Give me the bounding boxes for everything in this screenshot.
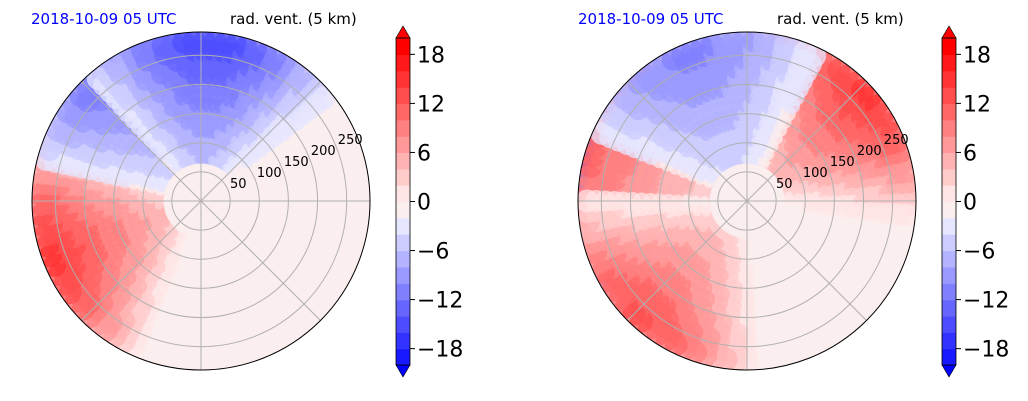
grid-spoke: [746, 200, 867, 321]
colorbar-bin: [396, 315, 410, 333]
field-cell: [792, 200, 804, 211]
colorbar-tick-label: 18: [417, 43, 445, 68]
colorbar-tick-label: 12: [417, 92, 445, 117]
colorbar-tick-label: 0: [417, 191, 431, 216]
colorbar-bin: [396, 299, 410, 317]
radial-tick-label: 200: [857, 144, 882, 159]
polar-grid: [578, 32, 916, 370]
colorbar: 18 12 6 0 −6 −12 −18: [941, 25, 1009, 378]
colorbar-tick-label: 6: [963, 141, 977, 166]
colorbar-tick-label: 0: [963, 191, 977, 216]
colorbar-extend-min: [395, 364, 411, 378]
grid-spoke: [81, 200, 202, 321]
colorbar-bin: [942, 152, 956, 170]
colorbar-bin: [396, 38, 410, 55]
field-cell: [803, 44, 827, 68]
colorbar-bin: [942, 299, 956, 317]
colorbar-bin: [942, 119, 956, 137]
grid-spoke: [200, 81, 321, 202]
polar-field: [578, 32, 916, 370]
colorbar-tick-label: −6: [417, 240, 449, 265]
colorbar-bin: [396, 332, 410, 350]
colorbar-bin: [942, 136, 956, 153]
radial-tick-label: 250: [338, 133, 363, 148]
colorbar-bin: [942, 54, 956, 72]
grid-spoke: [627, 81, 748, 202]
colorbar-bin: [942, 185, 956, 203]
field-cell: [784, 199, 795, 210]
field-cell: [312, 86, 335, 110]
radial-tick-label: 200: [311, 144, 336, 159]
radial-tick-label: 50: [776, 177, 793, 192]
polar-panel-right: 2018-10-09 05 UTC rad. vent. (5 km) 50 10…: [577, 10, 1009, 378]
grid-spoke: [627, 200, 748, 321]
radial-tick-label: 250: [884, 133, 909, 148]
colorbar-extend-min: [941, 364, 957, 378]
timestamp-label: 2018-10-09 05 UTC: [31, 10, 177, 28]
colorbar-bin: [942, 234, 956, 252]
panel-title: rad. vent. (5 km): [777, 10, 904, 28]
field-cell: [759, 157, 770, 168]
radial-tick-label: 50: [230, 177, 247, 192]
colorbar-bin: [396, 266, 410, 284]
colorbar-extend-max: [395, 25, 411, 39]
colorbar-tick-label: −18: [963, 338, 1009, 363]
colorbar-bin: [396, 348, 410, 366]
panel-title: rad. vent. (5 km): [230, 10, 357, 28]
radial-tick-label: 100: [257, 166, 282, 181]
colorbar-bin: [396, 185, 410, 203]
field-cell: [894, 203, 916, 227]
colorbar-bin: [942, 201, 956, 219]
colorbar-bin: [396, 217, 410, 235]
colorbar-tick-label: 18: [963, 43, 991, 68]
colorbar-extend-max: [941, 25, 957, 39]
radial-tick-label: 100: [803, 166, 828, 181]
colorbar-bin: [942, 315, 956, 333]
polar-boundary: [31, 31, 371, 371]
radial-tick-label: 150: [830, 155, 855, 170]
colorbar-tick-label: −6: [963, 240, 995, 265]
colorbar-bin: [396, 283, 410, 301]
colorbar: 18 12 6 0 −6 −12 −18: [395, 25, 463, 378]
timestamp-label: 2018-10-09 05 UTC: [578, 10, 724, 28]
colorbar-bin: [396, 103, 410, 121]
colorbar-tick-label: −12: [963, 289, 1009, 314]
polar-boundary: [577, 31, 917, 371]
colorbar-bin: [396, 201, 410, 219]
grid-spoke: [81, 81, 202, 202]
colorbar-bin: [942, 332, 956, 350]
colorbar-bin: [942, 38, 956, 55]
colorbar-bin: [942, 283, 956, 301]
colorbar-bin: [396, 54, 410, 72]
polar-panel-left: 2018-10-09 05 UTC rad. vent. (5 km) 50 10…: [31, 10, 463, 378]
colorbar-bin: [942, 70, 956, 88]
polar-grid: [32, 32, 370, 370]
colorbar-tick-label: −12: [417, 289, 463, 314]
colorbar-bin: [942, 266, 956, 284]
grid-spoke: [200, 200, 321, 321]
colorbar-bin: [942, 87, 956, 104]
colorbar-tick-label: 12: [963, 92, 991, 117]
colorbar-bin: [942, 250, 956, 268]
colorbar-bin: [396, 119, 410, 137]
grid-spoke: [746, 81, 867, 202]
colorbar-tick-label: −18: [417, 338, 463, 363]
colorbar-bin: [396, 234, 410, 252]
colorbar-bin: [942, 217, 956, 235]
colorbar-bin: [942, 168, 956, 186]
colorbar-bin: [396, 70, 410, 88]
colorbar-bin: [942, 103, 956, 121]
colorbar-bin: [396, 136, 410, 153]
colorbar-bin: [396, 87, 410, 104]
colorbar-bin: [942, 348, 956, 366]
colorbar-tick-label: 6: [417, 141, 431, 166]
colorbar-bin: [396, 152, 410, 170]
colorbar-bin: [396, 168, 410, 186]
radial-tick-label: 150: [284, 155, 309, 170]
colorbar-bin: [396, 250, 410, 268]
